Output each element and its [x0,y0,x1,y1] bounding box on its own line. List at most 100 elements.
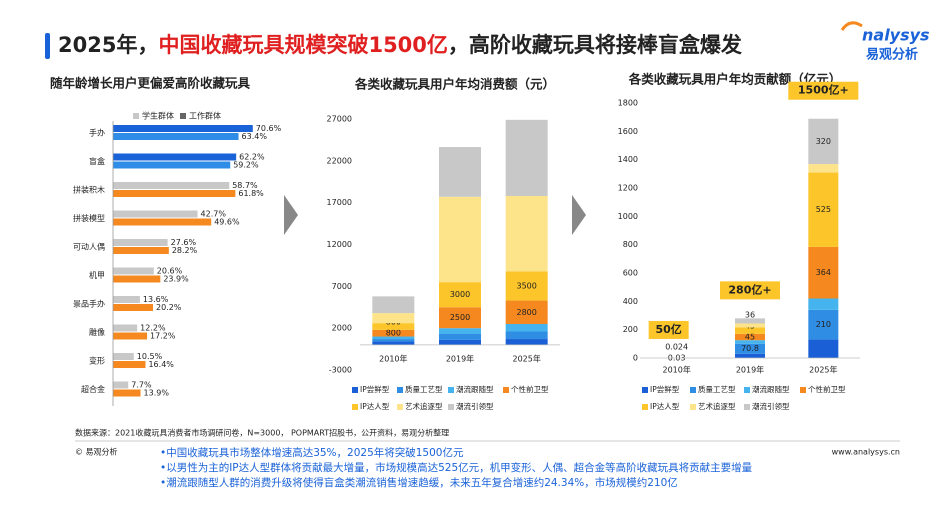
legend-label: 艺术追逐型 [698,401,736,411]
logo-swoosh [840,21,863,31]
bar-segment [735,323,765,328]
value-label: 58.7% [232,181,258,190]
legend-swatch [503,387,509,393]
bar [113,304,153,311]
y-tick-label: 1400 [618,155,638,164]
value-label: 70.6% [256,124,282,133]
bar-segment [808,309,839,340]
category-label: 可动人偶 [73,242,105,252]
y-tick-label: 1200 [618,184,638,193]
bar-segment [505,119,548,196]
bar [113,239,168,246]
bar [113,275,161,283]
value-label: 3500 [516,281,536,290]
legend-swatch [744,404,750,410]
y-tick-label: 200 [623,325,638,334]
chart-title: 随年龄增长用户更偏爱高阶收藏玩具 [50,76,251,91]
title-part: 2025年， [58,33,158,57]
legend-label: 潮流引领型 [752,401,790,411]
bar-segment [505,271,548,301]
x-tick-label: 2019年 [736,365,764,375]
legend-label: 潮流跟随型 [456,384,494,394]
bar-segment [735,343,765,354]
bar-segment [735,327,765,334]
bar [113,381,129,389]
value-label: 10.5% [137,352,163,361]
bar-segment [439,328,481,335]
bar [113,133,239,140]
legend-swatch [448,387,454,393]
legend-label: 艺术追逐型 [405,401,443,411]
logo: nalysys [862,26,930,45]
legend-label: 潮流跟随型 [752,384,790,394]
bar-segment [808,164,839,173]
legend-label: 个性前卫型 [808,384,846,394]
x-tick-label: 2025年 [512,353,540,363]
bar-segment [439,282,481,308]
y-tick-label: 1800 [618,99,638,108]
bar [113,296,140,303]
category-label: 超合金 [81,384,105,394]
bar [113,210,198,218]
legend-swatch [397,404,403,410]
x-tick-label: 2010年 [662,365,690,375]
copyright: © 易观分析 [75,447,118,457]
value-label: 16.4% [148,360,174,369]
bar-segment [439,339,481,345]
y-tick-label: 600 [623,269,638,278]
bar [113,190,236,197]
bar-segment [735,340,765,344]
legend-swatch [397,387,403,393]
bar-segment [735,353,765,358]
bar-segment [735,333,765,341]
bar-segment [505,323,548,332]
y-tick-label: 0 [633,354,638,363]
bar-segment [505,339,548,345]
bar [113,353,134,360]
y-tick-label: 12000 [327,240,352,249]
legend-swatch [690,387,696,393]
callout: 50亿 [656,322,682,336]
category-label: 机甲 [89,270,105,280]
callout-box [648,320,689,339]
bar-segment [439,334,481,340]
bullet: •以男性为主的IP达人型群体将贡献最大增量，市场规模高达525亿元，机甲变形、人… [160,461,753,474]
legend-swatch [642,387,648,393]
bar-segment [372,313,415,324]
y-tick-label: 800 [623,240,638,249]
value-label: 63.4% [242,132,268,141]
value-label: 210 [816,320,831,329]
bar-segment [735,318,765,324]
bar-segment [372,339,415,342]
y-tick-label: 2000 [332,324,352,333]
y-tick-label: 400 [623,297,638,306]
x-tick-label: 2010年 [379,353,407,363]
source-note: 数据来源：2021收藏玩具消费者市场调研问卷，N=3000， POPMART招股… [75,428,449,438]
value-label: 17.2% [150,332,176,341]
arrow [572,195,586,235]
bar-segment [439,147,481,197]
bar [113,153,237,161]
bar-segment [372,341,415,345]
value-label: 49.6% [214,218,240,227]
title-part: ，高阶收藏玩具将接棒盲盒爆发 [448,33,743,57]
y-tick-label: 1600 [618,127,638,136]
bar [113,182,230,189]
category-label: 盲盒 [89,156,105,166]
value-label: 20.2% [156,303,182,312]
bar-segment [808,172,839,247]
value-label: 36 [745,310,755,319]
title-highlight: 中国收藏玩具规模突破1500亿 [158,33,447,57]
legend-label: IP达人型 [650,401,680,411]
bar [113,361,146,368]
bar-segment [372,296,415,314]
value-label: 12.2% [140,324,166,333]
bar [113,324,138,332]
legend-swatch [690,404,696,410]
value-label: 42.7% [201,210,227,219]
value-label: 3000 [450,290,470,299]
x-tick-label: 2019年 [446,353,474,363]
value-label: 800 [386,329,401,338]
legend-label: 潮流引领型 [456,401,494,411]
bar-segment [439,196,481,283]
